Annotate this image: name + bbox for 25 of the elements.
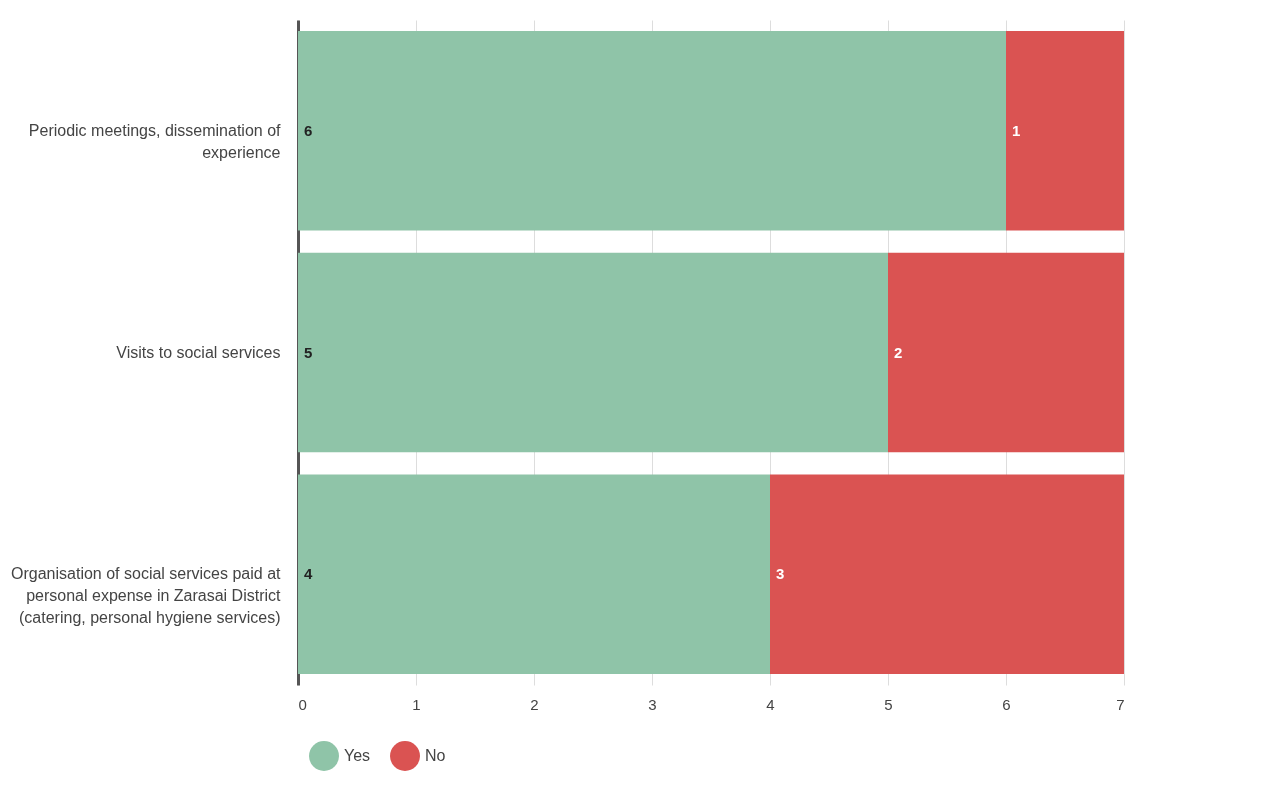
bar [298,252,888,453]
data-label: 6 [304,121,313,139]
x-tick-label: 3 [648,695,657,713]
x-tick-label: 7 [1116,695,1125,713]
y-tick-label: Visits to social services [116,343,281,361]
legend-label: No [425,747,446,764]
data-label: 2 [894,343,903,361]
x-tick-label: 4 [766,695,775,713]
bar [298,31,1006,231]
bar [888,252,1124,453]
data-label: 3 [776,565,785,583]
x-tick-label: 6 [1002,695,1011,713]
legend-label: Yes [344,747,371,764]
bar [770,474,1124,674]
y-tick-label: Organisation of social services paid at personal expense in Zarasai District (catering, personal hygiene services) [11,565,282,627]
bar [1006,31,1124,231]
x-tick-label: 1 [412,695,421,713]
x-tick-label: 5 [884,695,893,713]
data-label: 4 [304,565,313,583]
data-label: 5 [304,343,313,361]
x-tick-label: 2 [530,695,539,713]
data-label: 1 [1012,121,1021,139]
y-tick-label: Periodic meetings, dissemination of experience [28,121,282,161]
bar [298,474,770,674]
x-tick-label: 0 [298,695,307,713]
